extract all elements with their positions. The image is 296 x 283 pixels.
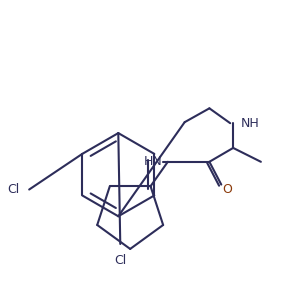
Text: O: O (222, 183, 232, 196)
Text: Cl: Cl (7, 183, 19, 196)
Text: HN: HN (144, 155, 163, 168)
Text: NH: NH (241, 117, 260, 130)
Text: Cl: Cl (114, 254, 126, 267)
